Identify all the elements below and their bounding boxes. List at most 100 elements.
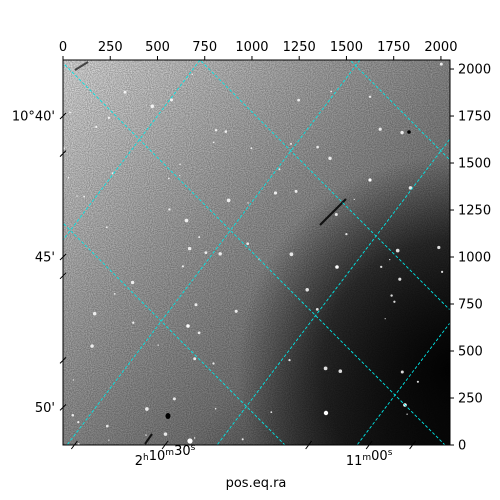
x-axis-label: pos.eq.ra	[226, 476, 287, 491]
bright-star	[186, 324, 190, 328]
bright-star	[368, 178, 372, 182]
ra-minor-tick	[305, 440, 313, 450]
star	[157, 344, 159, 346]
star	[288, 358, 291, 362]
top-tick-label: 1500	[330, 40, 363, 55]
ra-grid-line	[356, 322, 450, 445]
top-tick-label: 2000	[424, 40, 457, 55]
bright-star	[187, 438, 193, 444]
star	[168, 208, 171, 211]
star	[113, 293, 116, 295]
right-tick-label: 1500	[458, 157, 491, 172]
star	[437, 245, 441, 250]
ra-grid-line	[66, 60, 361, 445]
star	[345, 232, 348, 236]
top-tick-label: 750	[192, 40, 217, 55]
star	[132, 321, 135, 324]
ra-tick-unit: h	[143, 453, 149, 463]
star	[214, 129, 218, 132]
star	[214, 407, 217, 410]
star	[218, 252, 222, 256]
star	[290, 142, 292, 145]
ra-tick	[161, 440, 169, 450]
ra-tick-part: 00	[371, 449, 388, 464]
right-tick-label: 2000	[458, 63, 491, 78]
star	[92, 311, 97, 316]
top-tick-label: 500	[145, 40, 170, 55]
star	[150, 104, 155, 109]
right-tick-label: 1250	[458, 204, 491, 219]
star	[194, 303, 198, 307]
star	[179, 163, 181, 166]
ra-tick-label: 11m00s	[346, 448, 393, 469]
star	[90, 344, 94, 348]
star	[390, 294, 393, 297]
dec-tick	[59, 112, 67, 120]
ra-minor-tick	[70, 440, 78, 450]
star	[226, 198, 231, 203]
star	[67, 176, 70, 179]
satellite-streak	[319, 198, 347, 226]
ra-tick-unit: s	[191, 443, 196, 453]
dec-grid-line	[63, 222, 286, 445]
star	[353, 198, 355, 201]
star	[172, 397, 176, 401]
top-tick-label: 1000	[235, 40, 268, 55]
ra-tick-unit: s	[388, 448, 393, 458]
star	[389, 258, 391, 261]
star	[212, 362, 215, 365]
star	[107, 116, 111, 120]
star	[289, 252, 294, 257]
star	[72, 379, 75, 381]
star	[212, 141, 215, 144]
star	[250, 147, 253, 150]
star	[338, 369, 343, 373]
ra-tick-unit: m	[165, 448, 174, 458]
star	[198, 236, 201, 239]
star	[105, 424, 109, 428]
star	[179, 174, 181, 177]
dec-axis: 10°40' 45' 50'	[12, 110, 67, 416]
right-tick-label: 250	[458, 392, 483, 407]
dec-tick-label: 45'	[35, 251, 55, 266]
sky-image	[63, 60, 450, 445]
ra-tick-part: 11	[346, 454, 363, 469]
star	[111, 172, 114, 175]
ra-tick-label: 2h10m30s	[135, 443, 196, 469]
star	[323, 366, 328, 371]
star	[334, 213, 338, 216]
top-tick-label: 1750	[377, 40, 410, 55]
stars	[63, 62, 444, 445]
right-tick-label: 1000	[458, 251, 491, 266]
star	[193, 357, 197, 361]
ra-tick-unit: m	[362, 453, 371, 463]
right-pixel-axis: 0 250 500 750 1000 1250 1500 1750 2000	[450, 63, 491, 454]
star	[368, 95, 372, 98]
star	[246, 242, 250, 246]
dec-minor-tick	[59, 272, 67, 280]
ra-tick-part: 30	[174, 444, 191, 459]
star	[145, 407, 149, 411]
star	[305, 288, 309, 292]
star	[395, 248, 400, 253]
dark-spot	[165, 413, 171, 419]
star	[328, 156, 332, 161]
star	[378, 127, 382, 131]
star	[123, 90, 127, 94]
dec-minor-tick	[59, 150, 67, 157]
star	[69, 111, 72, 114]
ra-tick	[365, 440, 373, 450]
right-tick-label: 1750	[458, 110, 491, 125]
bright-star	[323, 410, 329, 416]
star	[384, 318, 386, 320]
star	[105, 226, 108, 229]
star	[169, 98, 174, 102]
star	[83, 195, 86, 198]
star	[400, 370, 404, 374]
star	[108, 439, 110, 441]
star	[241, 438, 244, 441]
star	[440, 270, 444, 274]
dec-tick-label: 50'	[35, 401, 55, 416]
top-tick-label: 0	[59, 40, 67, 55]
